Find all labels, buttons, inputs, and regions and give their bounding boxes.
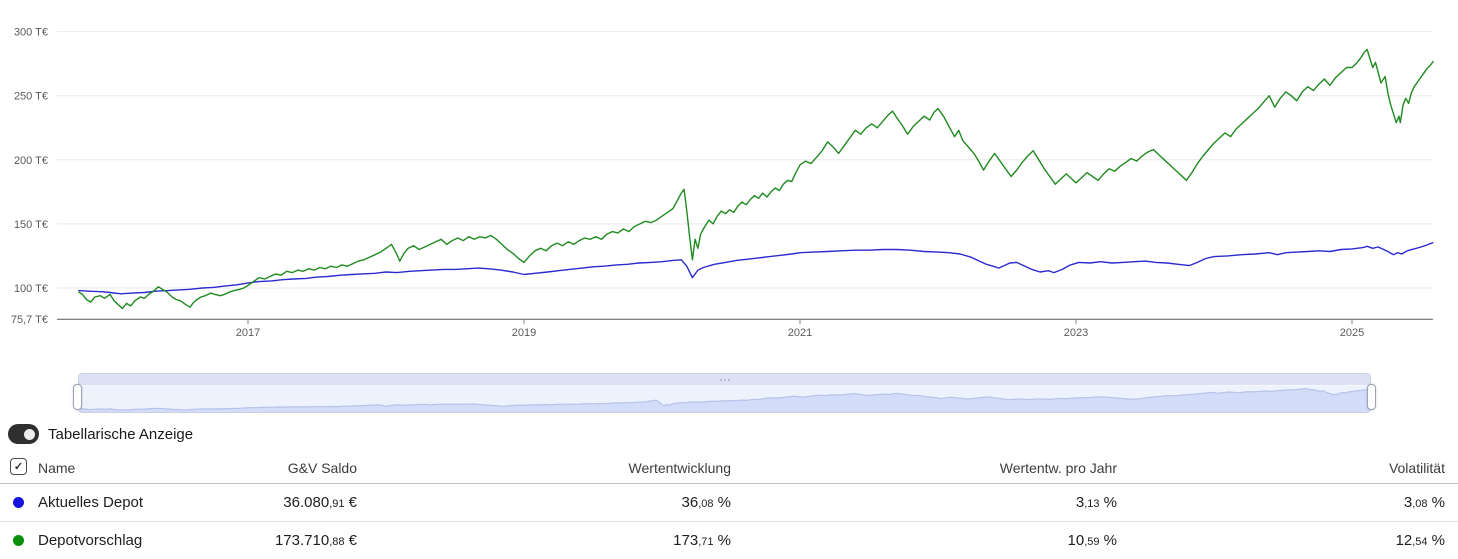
y-axis-label: 200 T€ <box>14 155 48 167</box>
tabular-view-toggle[interactable] <box>8 424 39 444</box>
y-axis-label: 75,7 T€ <box>11 314 48 326</box>
slider-mini-chart <box>79 387 1370 412</box>
y-axis-label: 100 T€ <box>14 283 48 295</box>
portfolio-comparison-table: ✓ Name G&V Saldo Wertentwicklung Wertent… <box>0 456 1458 559</box>
cell-volatilitaet: 12,54 % <box>1395 532 1446 549</box>
column-header-wertentw-pro-jahr: Wertentw. pro Jahr <box>999 460 1117 476</box>
cell-wertentw-pro-jahr: 3,13 % <box>1075 494 1117 511</box>
slider-grip-icon <box>719 378 730 381</box>
cell-gv-saldo: 36.080,91 € <box>283 494 357 511</box>
select-all-checkbox[interactable]: ✓ <box>10 458 27 475</box>
cell-wertentwicklung: 173,71 % <box>673 532 731 549</box>
column-header-gv-saldo: G&V Saldo <box>287 460 357 476</box>
slider-handle-right[interactable] <box>1367 384 1376 410</box>
table-row-depotvorschlag[interactable]: Depotvorschlag 173.710,88 € 173,71 % 10,… <box>0 521 1458 559</box>
mini-line <box>79 387 1370 411</box>
cell-wertentw-pro-jahr: 10,59 % <box>1067 532 1118 549</box>
column-header-volatilitaet: Volatilität <box>1388 460 1445 476</box>
y-axis-label: 250 T€ <box>14 91 48 103</box>
x-axis-label: 2019 <box>512 327 536 339</box>
x-axis-label: 2017 <box>236 327 260 339</box>
cell-volatilitaet: 3,08 % <box>1403 494 1445 511</box>
performance-chart-canvas[interactable]: 300 T€ 250 T€ 200 T€ 150 T€ 100 T€ 75,7 T€ 201… <box>0 0 1458 352</box>
header-separator <box>0 483 1458 484</box>
table-row-aktuelles-depot[interactable]: Aktuelles Depot 36.080,91 € 36,08 % 3,13… <box>0 483 1458 521</box>
row-label: Depotvorschlag <box>38 532 143 549</box>
series-line-aktuelles-depot <box>78 241 1434 295</box>
row-label: Aktuelles Depot <box>38 494 144 511</box>
column-header-wertentwicklung: Wertentwicklung <box>628 460 731 476</box>
slider-track[interactable] <box>78 373 1371 413</box>
x-axis-label: 2021 <box>788 327 812 339</box>
series-dot-blue <box>13 497 24 508</box>
tabular-view-toggle-label: Tabellarische Anzeige <box>48 425 194 443</box>
checkmark-icon: ✓ <box>13 461 24 473</box>
cell-wertentwicklung: 36,08 % <box>681 494 732 511</box>
mini-area <box>80 388 1369 412</box>
slider-drag-bar[interactable] <box>79 374 1370 386</box>
row-separator <box>0 521 1458 522</box>
y-axis-label: 300 T€ <box>14 27 48 39</box>
time-range-slider <box>73 373 1383 415</box>
series-line-depotvorschlag <box>77 48 1434 310</box>
cell-gv-saldo: 173.710,88 € <box>274 532 357 549</box>
toggle-knob <box>21 426 37 442</box>
y-axis-label: 150 T€ <box>14 219 48 231</box>
column-header-name: Name <box>38 460 76 476</box>
series-dot-green <box>13 535 24 546</box>
table-header-row: ✓ Name G&V Saldo Wertentwicklung Wertent… <box>0 456 1458 483</box>
slider-handle-left[interactable] <box>73 384 82 410</box>
performance-chart: 300 T€ 250 T€ 200 T€ 150 T€ 100 T€ 75,7 T€ 201… <box>0 0 1458 352</box>
x-axis-label: 2023 <box>1064 327 1088 339</box>
x-axis-label: 2025 <box>1340 327 1364 339</box>
